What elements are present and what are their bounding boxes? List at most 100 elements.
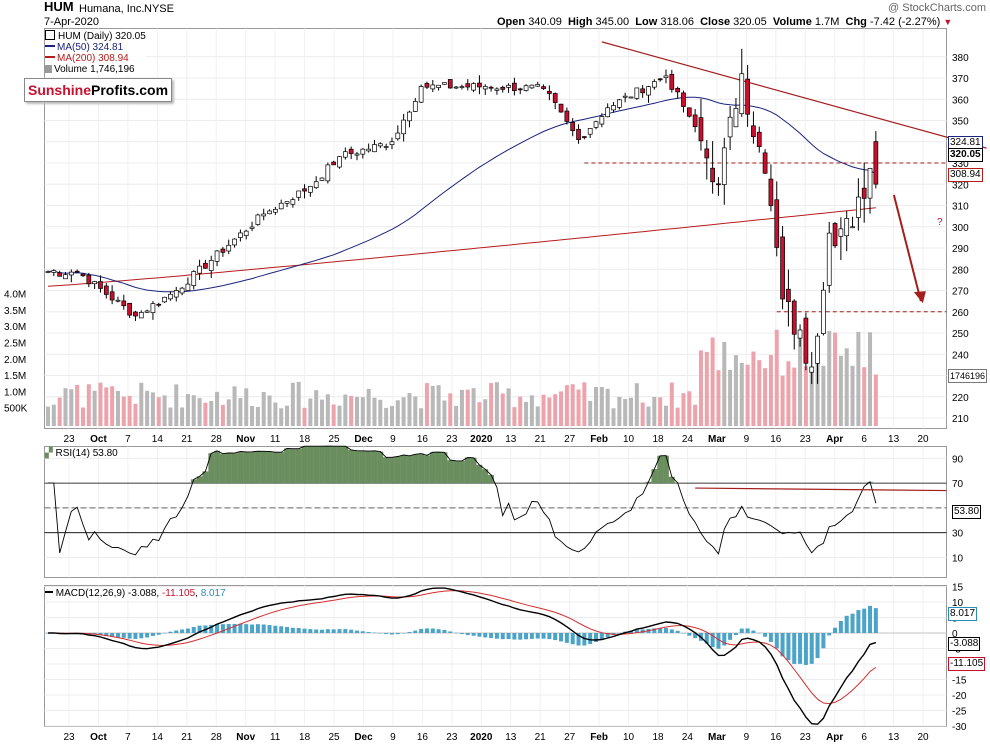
- volume-bar: [722, 342, 727, 426]
- macd-series: [44, 587, 947, 725]
- date-tick-label: 18: [299, 434, 311, 445]
- macd-histogram-bar: [156, 633, 161, 635]
- volume-bar: [512, 407, 517, 426]
- volume-bar: [145, 390, 150, 426]
- candle-body: [494, 88, 500, 91]
- macd-histogram-bar: [856, 610, 861, 633]
- candle-body: [675, 87, 680, 93]
- candle-body: [284, 201, 290, 204]
- candle-body: [407, 111, 412, 122]
- macd-histogram-bar: [506, 633, 511, 640]
- macd-histogram-bar: [290, 627, 295, 633]
- volume-bar: [401, 397, 406, 426]
- candle-body: [162, 296, 167, 303]
- macd-histogram-bar: [325, 629, 330, 633]
- volume-bar: [599, 387, 604, 426]
- macd-histogram-bar: [197, 625, 202, 633]
- macd-tag: -3.088: [948, 637, 981, 651]
- date-tick-label: Dec: [354, 434, 373, 445]
- macd-histogram-bar: [605, 633, 610, 638]
- volume-bar: [803, 366, 808, 426]
- macd-histogram-bar: [430, 628, 435, 633]
- candle-body: [57, 272, 63, 277]
- down-arrow-icon: ▼: [943, 17, 953, 27]
- chart-exchange: NYSE: [144, 3, 174, 15]
- macd-histogram-bar: [564, 633, 569, 643]
- volume-bar: [576, 389, 581, 426]
- macd-histogram-bar: [809, 633, 814, 664]
- macd-histogram-bar: [395, 633, 400, 635]
- macd-histogram-bar: [419, 628, 424, 633]
- candle-body: [745, 78, 750, 115]
- candle-body: [599, 116, 605, 125]
- macd-histogram-bar: [424, 628, 429, 633]
- macd-histogram-bar: [133, 633, 138, 639]
- macd-histogram-bar: [302, 628, 307, 633]
- candle-body: [243, 230, 249, 236]
- macd-tick-label: 15: [952, 583, 964, 594]
- volume-bar: [80, 407, 85, 426]
- rsi-tick-label: 10: [952, 554, 964, 565]
- candle-body: [558, 103, 564, 113]
- volume-bar: [197, 398, 202, 426]
- macd-histogram-bar: [454, 632, 459, 634]
- macd-histogram-bar: [722, 633, 727, 646]
- price-tick-label: 330: [952, 159, 969, 170]
- volume-bar: [314, 390, 319, 426]
- date-tick-label: Oct: [90, 732, 107, 743]
- volume-tick-label: 500K: [4, 404, 28, 415]
- macd-histogram-bar: [378, 633, 383, 634]
- rsi-series: [44, 445, 947, 556]
- volume-bar: [751, 351, 756, 426]
- candle-body: [564, 110, 570, 122]
- candle-body: [249, 226, 255, 229]
- macd-histogram-bar: [121, 633, 126, 638]
- volume-bar: [63, 388, 68, 426]
- rsi-trendline: [695, 487, 947, 492]
- volume-bar: [868, 332, 873, 426]
- candle-body: [465, 83, 471, 88]
- date-tick-label: 13: [505, 732, 517, 743]
- macd-histogram-bar: [815, 633, 820, 659]
- volume-bar: [681, 393, 686, 426]
- macd-histogram-bar: [98, 633, 103, 636]
- candle-body: [109, 291, 115, 301]
- candle-body: [220, 248, 226, 253]
- macd-histogram-bar: [261, 624, 266, 633]
- volume-bar: [430, 385, 435, 426]
- macd-histogram-bar: [675, 630, 680, 633]
- candle-body: [646, 86, 651, 96]
- price-tick-label: 210: [952, 414, 969, 425]
- candle-body: [704, 148, 710, 159]
- macd-histogram-bar: [407, 631, 412, 633]
- macd-histogram-bar: [238, 623, 243, 633]
- date-tick-label: 25: [328, 732, 340, 743]
- date-tick-label: 24: [682, 434, 694, 445]
- legend-volume: Volume 1,746,196: [45, 64, 146, 75]
- volume-bar: [174, 384, 179, 426]
- candle-body: [401, 119, 406, 135]
- candle-body: [395, 132, 401, 140]
- volume-bar: [424, 383, 429, 426]
- macd-histogram-bar: [687, 633, 692, 636]
- volume-bar: [669, 382, 674, 426]
- candle-body: [535, 84, 541, 87]
- macd-histogram-bar: [285, 627, 290, 633]
- volume-bar: [541, 394, 546, 426]
- candle-body: [319, 177, 325, 181]
- volume-bar: [611, 408, 616, 426]
- candle-body: [873, 141, 879, 185]
- date-tick-label: 27: [564, 434, 576, 445]
- volume-bar: [302, 407, 307, 426]
- candle-body: [780, 236, 785, 300]
- chart-company: Humana, Inc.: [79, 3, 145, 15]
- date-tick-label: Mar: [708, 732, 726, 743]
- price-legend: HUM (Daily) 320.05 MA(50) 324.81 MA(200)…: [45, 30, 146, 75]
- volume-bar: [285, 405, 290, 426]
- candle-body: [727, 116, 733, 138]
- macd-histogram-bar: [798, 633, 803, 664]
- ohlc-low: Low 318.06: [635, 16, 694, 28]
- date-tick-label: 20: [917, 732, 929, 743]
- macd-histogram-bar: [232, 623, 237, 633]
